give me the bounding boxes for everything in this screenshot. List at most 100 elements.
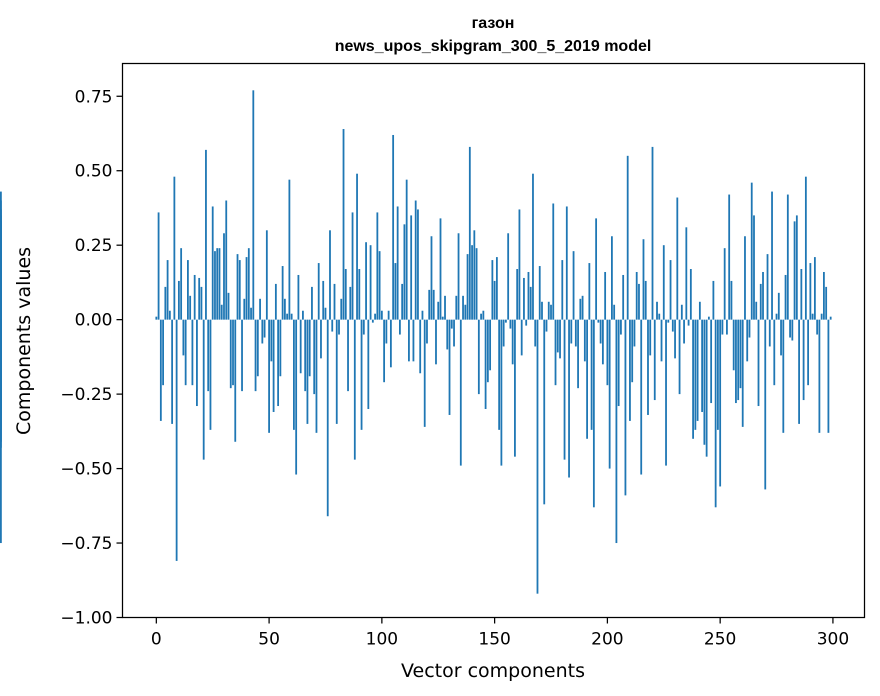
bar xyxy=(793,221,796,320)
x-tick-label: 0 xyxy=(151,630,162,650)
bar xyxy=(171,319,174,424)
bar xyxy=(306,319,309,424)
bar xyxy=(678,319,681,395)
bar xyxy=(290,313,293,320)
bar xyxy=(480,313,482,320)
bar xyxy=(340,298,343,320)
bar xyxy=(211,206,214,320)
bar xyxy=(193,274,196,320)
bar xyxy=(342,129,345,320)
bar xyxy=(613,304,616,320)
y-tick-label: 0.50 xyxy=(75,162,113,182)
chart-subtitle: news_upos_skipgram_300_5_2019 model xyxy=(335,38,652,55)
bar xyxy=(281,266,284,320)
bar xyxy=(324,307,327,320)
bar xyxy=(349,286,352,320)
bar xyxy=(268,319,270,433)
bar xyxy=(200,286,203,320)
bar xyxy=(554,319,557,386)
bar xyxy=(159,319,162,421)
bar xyxy=(229,319,232,389)
y-axis-label: Components values xyxy=(13,247,35,435)
bar xyxy=(671,319,674,332)
bar xyxy=(523,277,525,320)
bar xyxy=(680,304,683,320)
bar xyxy=(687,319,690,326)
bar xyxy=(665,319,667,466)
bar xyxy=(457,233,460,320)
bar xyxy=(475,248,478,320)
bar xyxy=(714,319,717,508)
bar xyxy=(676,197,679,320)
bar xyxy=(786,194,789,320)
bar xyxy=(674,319,676,359)
bar xyxy=(417,209,419,320)
bar xyxy=(371,319,374,323)
bar xyxy=(565,206,568,320)
x-tick-label: 250 xyxy=(704,630,736,650)
bar xyxy=(437,301,440,320)
bar xyxy=(313,319,316,395)
bar xyxy=(732,319,735,371)
bar xyxy=(173,176,176,320)
bar xyxy=(308,319,311,377)
bar xyxy=(471,245,473,320)
bar xyxy=(588,263,591,320)
bar xyxy=(396,206,399,320)
bar xyxy=(277,319,280,407)
bar xyxy=(543,319,546,505)
bar xyxy=(283,298,286,320)
bar xyxy=(500,319,503,466)
bar xyxy=(532,173,534,320)
bar xyxy=(374,313,376,320)
bar xyxy=(662,245,665,320)
bar xyxy=(617,319,620,407)
bar xyxy=(723,248,726,320)
bar xyxy=(762,271,764,320)
bar xyxy=(317,263,320,320)
bar xyxy=(561,260,564,320)
bar xyxy=(809,263,812,320)
bar xyxy=(265,230,268,320)
bar xyxy=(256,319,259,377)
bar xyxy=(581,295,584,320)
bar xyxy=(198,277,201,320)
bar xyxy=(798,319,800,424)
bar xyxy=(338,319,340,335)
bar xyxy=(232,319,234,386)
bar xyxy=(658,313,661,320)
bar xyxy=(288,179,291,320)
bar xyxy=(274,283,277,320)
bar xyxy=(365,242,367,320)
bar xyxy=(477,319,480,395)
bar xyxy=(333,283,336,320)
bar xyxy=(615,319,618,544)
bar xyxy=(182,319,185,356)
bar xyxy=(358,269,361,320)
bar xyxy=(180,248,183,320)
bar xyxy=(347,319,349,392)
bar xyxy=(780,319,782,356)
bar xyxy=(187,260,189,320)
bar xyxy=(651,146,654,320)
bar xyxy=(408,319,410,362)
bar xyxy=(631,319,634,383)
bar xyxy=(766,254,769,320)
bar xyxy=(595,218,598,320)
bar xyxy=(563,319,566,460)
bar xyxy=(710,319,713,404)
bar xyxy=(748,319,751,338)
bar xyxy=(597,319,600,323)
bar xyxy=(791,319,794,341)
bar xyxy=(0,319,2,544)
bar xyxy=(335,319,338,424)
bar xyxy=(777,292,780,320)
bar xyxy=(611,236,613,320)
bar xyxy=(209,319,212,430)
bar xyxy=(789,319,791,338)
bar xyxy=(252,90,255,320)
bar xyxy=(820,313,823,320)
bar xyxy=(516,269,519,320)
bar xyxy=(721,319,724,335)
y-tick-label: −0.50 xyxy=(60,460,112,480)
